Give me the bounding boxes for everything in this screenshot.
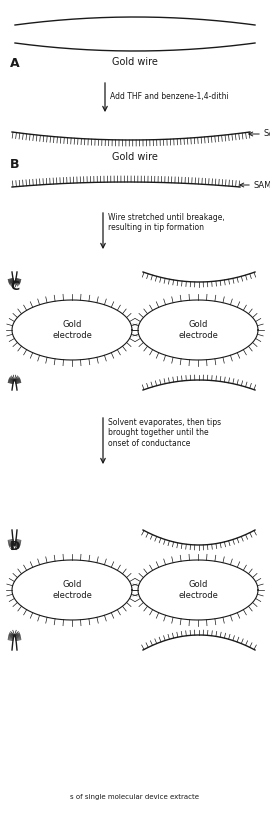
Text: Gold wire: Gold wire: [112, 57, 158, 67]
Text: A: A: [10, 57, 20, 70]
Text: Gold
electrode: Gold electrode: [178, 580, 218, 600]
Text: Gold
electrode: Gold electrode: [178, 321, 218, 339]
Text: Gold
electrode: Gold electrode: [52, 321, 92, 339]
Text: SAM: SAM: [253, 180, 270, 189]
Text: Solvent evaporates, then tips
brought together until the
onset of conductance: Solvent evaporates, then tips brought to…: [108, 418, 221, 448]
Text: Add THF and benzene-1,4-dithi: Add THF and benzene-1,4-dithi: [110, 92, 229, 101]
Text: B: B: [10, 158, 19, 171]
Text: SAM: SAM: [264, 130, 270, 139]
Text: Gold
electrode: Gold electrode: [52, 580, 92, 600]
Text: Gold wire: Gold wire: [112, 152, 158, 162]
Text: C: C: [10, 280, 19, 293]
Text: D: D: [10, 540, 20, 553]
Text: s of single molecular device extracte: s of single molecular device extracte: [70, 794, 200, 800]
Text: Wire stretched until breakage,
resulting in tip formation: Wire stretched until breakage, resulting…: [108, 213, 225, 233]
